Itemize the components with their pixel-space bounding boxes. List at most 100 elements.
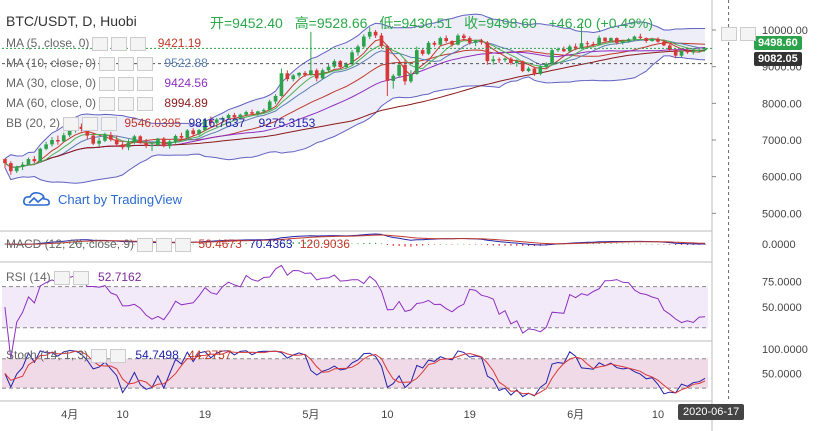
ma60-legend[interactable]: MA (60, close, 0) 8994.89 xyxy=(6,96,208,111)
candle xyxy=(167,140,172,149)
close-icon[interactable] xyxy=(137,56,154,71)
candle-body xyxy=(156,138,160,146)
candle-body xyxy=(97,140,101,144)
close-icon[interactable] xyxy=(175,237,192,252)
eye-icon[interactable] xyxy=(99,56,116,71)
ma10-legend[interactable]: MA (10, close, 0) 9522.88 xyxy=(6,56,208,71)
candle xyxy=(291,74,296,82)
macd-histogram-bar xyxy=(380,243,383,244)
candle-body xyxy=(67,130,72,136)
candle xyxy=(109,131,113,142)
close-icon[interactable] xyxy=(137,76,154,91)
macd-histogram-bar xyxy=(116,244,118,245)
macd-legend[interactable]: MACD (12, 26, close, 9) 50.4673 70.4363 … xyxy=(6,237,350,252)
close-icon[interactable] xyxy=(110,348,127,363)
settings-icon[interactable] xyxy=(118,56,135,71)
macd-histogram-bar xyxy=(675,244,677,245)
time-tick-label: 10 xyxy=(116,409,128,421)
stoch-legend[interactable]: Stoch (14, 1, 3) 54.7498 44.2757 xyxy=(6,348,232,363)
settings-icon[interactable] xyxy=(91,348,108,363)
tradingview-watermark[interactable]: Chart by TradingView xyxy=(22,190,182,208)
reference-price-tag: 9082.05 xyxy=(754,52,802,66)
maximize-icon[interactable] xyxy=(721,26,737,41)
candle-body xyxy=(491,59,496,62)
close-icon[interactable] xyxy=(72,270,89,285)
macd-histogram-bar xyxy=(357,243,359,244)
macd-histogram-bar xyxy=(292,242,294,244)
eye-icon[interactable] xyxy=(137,237,154,252)
macd-histogram-bar xyxy=(451,244,453,245)
candle-body xyxy=(667,45,672,50)
candle-body xyxy=(167,141,172,147)
candle xyxy=(91,132,96,146)
eye-icon[interactable] xyxy=(99,96,116,111)
close-icon[interactable] xyxy=(137,96,154,111)
macd-histogram-bar xyxy=(245,243,247,244)
settings-icon[interactable] xyxy=(118,76,135,91)
time-tick-label: 6月 xyxy=(567,409,584,421)
close-icon[interactable] xyxy=(130,36,147,51)
candle xyxy=(509,57,513,65)
candle-body xyxy=(567,46,572,52)
candle xyxy=(191,128,196,136)
ma30-legend[interactable]: MA (30, close, 0) 9424.56 xyxy=(6,76,208,91)
macd-histogram-bar xyxy=(392,244,394,246)
candle xyxy=(14,165,19,173)
candle-body xyxy=(326,66,331,71)
macd-histogram-bar xyxy=(692,244,694,245)
candle xyxy=(591,41,596,47)
settings-icon[interactable] xyxy=(82,116,99,131)
high-value: 高=9528.66 xyxy=(294,15,368,31)
candle-body xyxy=(79,126,84,129)
macd-histogram-bar xyxy=(457,243,459,245)
macd-line xyxy=(4,233,706,246)
stoch-tick-label: 50.0000 xyxy=(762,368,802,380)
candle-body xyxy=(126,142,131,148)
pane-controls[interactable] xyxy=(718,26,756,41)
macd-histogram-bar xyxy=(386,244,388,246)
macd-histogram-bar xyxy=(369,242,371,244)
macd-histogram-bar xyxy=(122,244,124,245)
candle-body xyxy=(191,130,196,135)
candle xyxy=(697,49,701,53)
candle-body xyxy=(609,38,613,41)
ma5-legend[interactable]: MA (5, close, 0) 9421.19 xyxy=(6,36,202,51)
macd-histogram-bar xyxy=(63,242,65,244)
settings-icon[interactable] xyxy=(118,96,135,111)
candle xyxy=(138,135,143,144)
candle-body xyxy=(261,109,266,112)
settings-icon[interactable] xyxy=(111,36,128,51)
bb-legend[interactable]: BB (20, 2) 9546.0395 9816.7637 9275.3153 xyxy=(6,116,316,131)
candle xyxy=(656,37,660,43)
candle-body xyxy=(414,50,419,74)
macd-histogram-bar xyxy=(327,243,330,244)
eye-icon[interactable] xyxy=(63,116,80,131)
collapse-icon[interactable] xyxy=(740,26,756,41)
macd-histogram-bar xyxy=(398,244,400,247)
settings-icon[interactable] xyxy=(53,270,70,285)
rsi-legend[interactable]: RSI (14) 52.7162 xyxy=(6,270,142,285)
macd-histogram-bar xyxy=(322,243,324,244)
candle-body xyxy=(467,38,472,43)
eye-icon[interactable] xyxy=(92,36,109,51)
candle xyxy=(261,108,266,114)
candle-body xyxy=(532,68,537,74)
candle-body xyxy=(356,46,360,53)
candle xyxy=(26,157,31,166)
macd-histogram-bar xyxy=(110,243,112,245)
close-icon[interactable] xyxy=(101,116,118,131)
candle-body xyxy=(503,58,507,61)
candle-body xyxy=(85,129,90,136)
candle-body xyxy=(20,164,25,167)
candle-body xyxy=(226,115,231,118)
eye-icon[interactable] xyxy=(99,76,116,91)
cloud-icon xyxy=(23,192,50,206)
candle-body xyxy=(497,59,501,61)
candle xyxy=(691,50,696,55)
candle xyxy=(279,68,284,97)
candle-body xyxy=(662,41,666,46)
candle-body xyxy=(520,61,525,72)
settings-icon[interactable] xyxy=(156,237,173,252)
candle xyxy=(44,141,48,151)
